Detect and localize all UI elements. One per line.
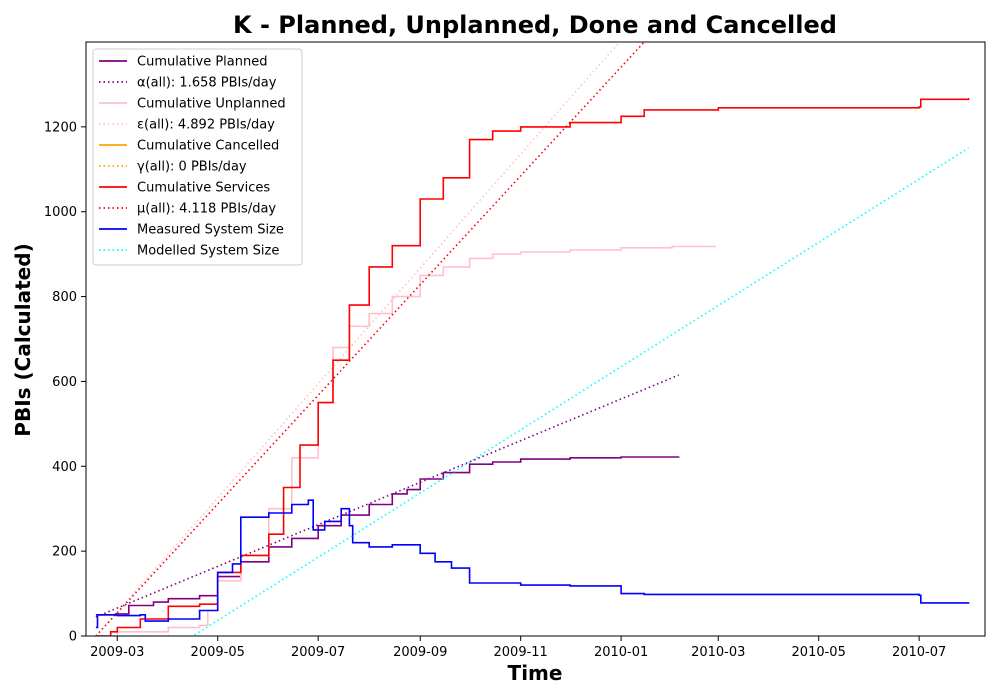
x-tick-label: 2010-05 bbox=[792, 645, 846, 660]
legend: Cumulative Planned α(all): 1.658 PBIs/day… bbox=[92, 48, 303, 266]
y-tick-label: 1200 bbox=[44, 120, 77, 135]
x-tick-label: 2010-03 bbox=[691, 645, 745, 660]
legend-label-all-1-658-pbis-day: α(all): 1.658 PBIs/day bbox=[137, 76, 277, 91]
series-line-all-1-658-pbis-day bbox=[95, 374, 680, 618]
series-layer bbox=[95, 42, 970, 636]
x-tick-label: 2010-07 bbox=[892, 645, 946, 660]
chart-title: K - Planned, Unplanned, Done and Cancell… bbox=[233, 11, 837, 39]
y-tick-label: 400 bbox=[52, 460, 77, 475]
x-ticks: 2009-03 2009-05 2009-07 2009-09 2009-11 2010-… bbox=[90, 636, 946, 660]
legend-label-cumulative-services: Cumulative Services bbox=[137, 181, 270, 196]
x-tick-label: 2009-09 bbox=[393, 645, 447, 660]
series-line-measured-system-size bbox=[95, 499, 970, 629]
x-tick-label: 2010-01 bbox=[594, 645, 648, 660]
y-ticks: 0 200 400 600 800 1000 1200 bbox=[44, 120, 86, 645]
x-tick-label: 2009-03 bbox=[90, 645, 144, 660]
legend-label-measured-system-size: Measured System Size bbox=[137, 223, 284, 238]
legend-label-cumulative-cancelled: Cumulative Cancelled bbox=[137, 139, 279, 154]
plot-frame bbox=[85, 41, 986, 637]
legend-label-all-4-118-pbis-day: μ(all): 4.118 PBIs/day bbox=[137, 202, 276, 217]
series-line-cumulative-planned bbox=[95, 456, 680, 616]
legend-label-cumulative-unplanned: Cumulative Unplanned bbox=[137, 97, 286, 112]
y-tick-label: 600 bbox=[52, 375, 77, 390]
legend-label-modelled-system-size: Modelled System Size bbox=[137, 244, 279, 259]
legend-box bbox=[92, 48, 303, 266]
legend-label-all-4-892-pbis-day: ε(all): 4.892 PBIs/day bbox=[137, 118, 275, 133]
x-tick-label: 2009-11 bbox=[494, 645, 548, 660]
y-tick-label: 0 bbox=[69, 630, 77, 645]
series-line-cumulative-unplanned bbox=[95, 245, 716, 636]
legend-label-cumulative-planned: Cumulative Planned bbox=[137, 55, 267, 70]
x-tick-label: 2009-07 bbox=[291, 645, 345, 660]
series-line-cumulative-services bbox=[95, 98, 970, 636]
x-axis-label: Time bbox=[508, 661, 563, 685]
series-line-all-4-892-pbis-day bbox=[95, 42, 621, 636]
y-axis-label: PBIs (Calculated) bbox=[11, 243, 35, 436]
y-tick-label: 800 bbox=[52, 290, 77, 305]
legend-label-all-0-pbis-day: γ(all): 0 PBIs/day bbox=[137, 160, 247, 175]
y-tick-label: 1000 bbox=[44, 205, 77, 220]
series-line-modelled-system-size bbox=[95, 147, 969, 636]
x-tick-label: 2009-05 bbox=[191, 645, 245, 660]
y-tick-label: 200 bbox=[52, 545, 77, 560]
